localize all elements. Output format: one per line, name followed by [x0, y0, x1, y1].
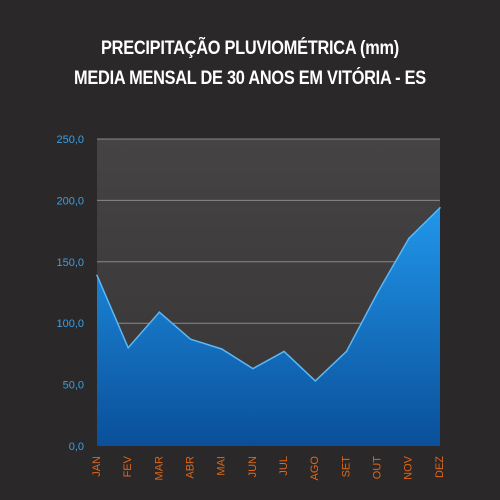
- area-series: [96, 206, 441, 446]
- data-point-dez: [439, 206, 441, 209]
- x-tick-ago: AGO: [309, 456, 321, 481]
- data-point-abr: [189, 338, 192, 340]
- chart-title: PRECIPITAÇÃO PLUVIOMÉTRICA (mm): [101, 38, 399, 59]
- y-tick-label: 100,0: [56, 318, 84, 330]
- data-point-mar: [158, 311, 161, 313]
- data-point-jan: [96, 274, 98, 277]
- data-point-jul: [283, 350, 285, 353]
- x-tick-nov: NOV: [403, 455, 415, 480]
- x-tick-jan: JAN: [91, 456, 103, 477]
- y-tick-label: 50,0: [63, 380, 84, 392]
- x-axis: JAN FEV MAR ABR MAI JUN JUL AGO SET OUT NOV DEZ: [91, 455, 446, 480]
- data-point-nov: [408, 237, 410, 240]
- data-point-fev: [127, 346, 129, 349]
- x-tick-fev: FEV: [122, 455, 134, 477]
- x-tick-abr: ABR: [184, 456, 196, 479]
- x-tick-out: OUT: [372, 456, 384, 480]
- x-tick-mar: MAR: [153, 456, 165, 481]
- y-tick-label: 0,0: [69, 441, 84, 453]
- x-tick-jul: JUL: [278, 456, 290, 476]
- y-tick-label: 150,0: [56, 257, 84, 269]
- data-point-out: [376, 291, 379, 294]
- x-tick-dez: DEZ: [434, 456, 446, 478]
- data-point-set: [345, 350, 348, 353]
- precipitation-area: [97, 207, 440, 446]
- data-point-ago: [314, 380, 317, 382]
- data-point-jun: [252, 367, 254, 370]
- chart-subtitle: MEDIA MENSAL DE 30 ANOS EM VITÓRIA - ES: [74, 68, 426, 89]
- precipitation-line: [96, 207, 441, 382]
- y-tick-label: 200,0: [56, 195, 84, 207]
- x-tick-mai: MAI: [216, 456, 228, 476]
- y-axis: 0,0 50,0 100,0 150,0 200,0 250,0: [56, 134, 84, 453]
- x-tick-set: SET: [340, 456, 352, 478]
- x-tick-jun: JUN: [247, 456, 259, 477]
- data-point-mai: [220, 348, 223, 350]
- y-tick-label: 250,0: [56, 134, 84, 146]
